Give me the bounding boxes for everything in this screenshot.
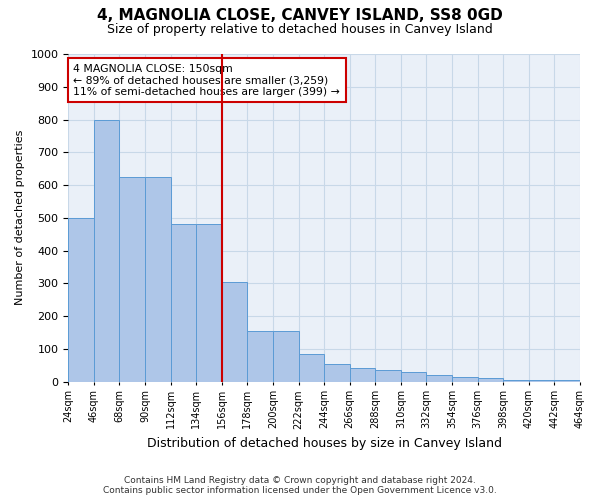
Bar	[196, 224, 222, 382]
Bar	[401, 372, 427, 382]
Text: Contains HM Land Registry data © Crown copyright and database right 2024.
Contai: Contains HM Land Registry data © Crown c…	[103, 476, 497, 495]
Bar	[145, 177, 170, 382]
Bar	[222, 282, 247, 382]
Bar	[299, 354, 324, 382]
Bar	[170, 224, 196, 382]
Bar	[427, 375, 452, 382]
Bar	[119, 177, 145, 382]
Bar	[94, 120, 119, 382]
Bar	[554, 380, 580, 382]
Bar	[376, 370, 401, 382]
Bar	[452, 376, 478, 382]
X-axis label: Distribution of detached houses by size in Canvey Island: Distribution of detached houses by size …	[146, 437, 502, 450]
Bar	[503, 380, 529, 382]
Bar	[478, 378, 503, 382]
Text: 4, MAGNOLIA CLOSE, CANVEY ISLAND, SS8 0GD: 4, MAGNOLIA CLOSE, CANVEY ISLAND, SS8 0G…	[97, 8, 503, 22]
Bar	[68, 218, 94, 382]
Bar	[247, 331, 273, 382]
Bar	[350, 368, 376, 382]
Bar	[529, 380, 554, 382]
Text: Size of property relative to detached houses in Canvey Island: Size of property relative to detached ho…	[107, 22, 493, 36]
Bar	[273, 331, 299, 382]
Text: 4 MAGNOLIA CLOSE: 150sqm
← 89% of detached houses are smaller (3,259)
11% of sem: 4 MAGNOLIA CLOSE: 150sqm ← 89% of detach…	[73, 64, 340, 97]
Y-axis label: Number of detached properties: Number of detached properties	[15, 130, 25, 306]
Bar	[324, 364, 350, 382]
